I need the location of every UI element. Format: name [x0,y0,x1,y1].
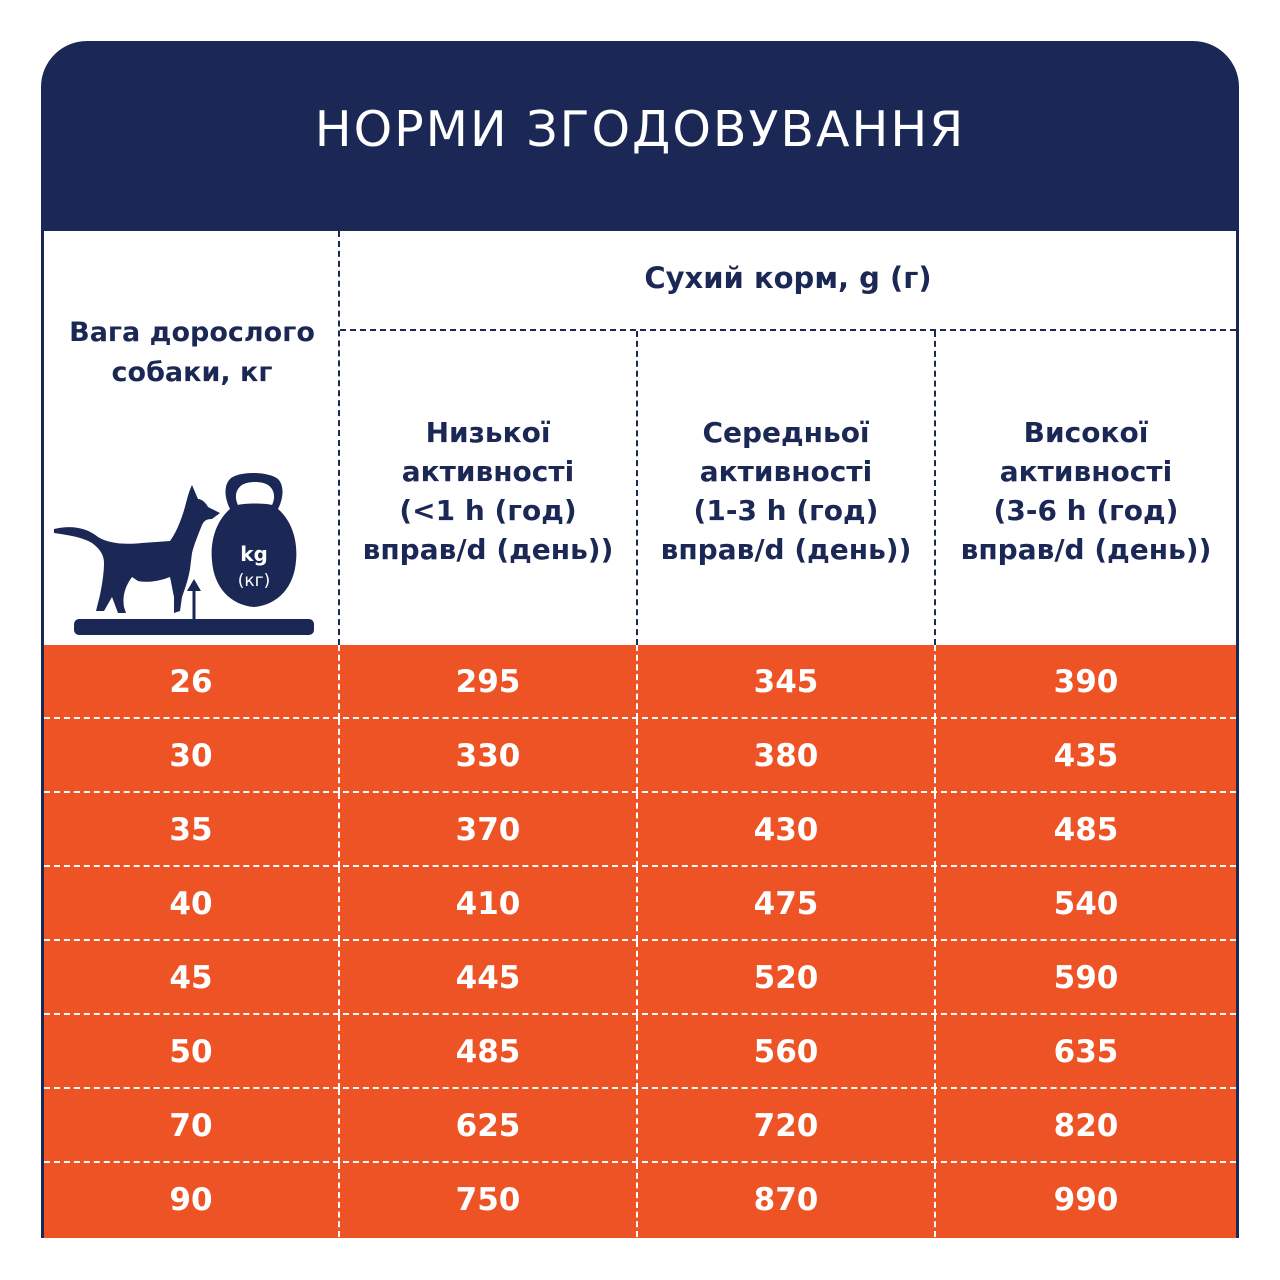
high-activity-cell: 820 [1053,1108,1119,1144]
header-line: активності [699,455,873,488]
medium-activity-cell: 345 [638,645,936,719]
high-activity-cell: 635 [1053,1034,1119,1070]
scale-bar-icon [74,619,314,635]
header-line: (1-3 h (год) [693,494,879,527]
header-line: вправ/d (день)) [362,533,614,566]
title-banner: НОРМИ ЗГОДОВУВАННЯ [41,41,1239,231]
table-row: 35 370 430 485 [44,793,1236,867]
dog-kettlebell-icon: kg (кг) [52,469,322,637]
high-activity-cell: 990 [1053,1182,1119,1218]
table-row: 30 330 380 435 [44,719,1236,793]
medium-activity-cell: 520 [638,941,936,1015]
feeding-chart-card: НОРМИ ЗГОДОВУВАННЯ Вага дорослого собаки… [41,41,1239,1238]
low-activity-cell: 485 [340,1015,638,1089]
low-activity-cell: 445 [340,941,638,1015]
high-activity-cell: 540 [1053,886,1119,922]
low-activity-header: Низької активності (<1 h (год) вправ/d (… [340,331,638,645]
medium-activity-cell: 475 [638,867,936,941]
weight-header-line: Вага дорослого [69,317,315,348]
low-activity-cell: 410 [340,867,638,941]
weight-cell: 70 [44,1089,340,1163]
weight-cell: 30 [44,719,340,793]
dry-food-header: Сухий корм, g (г) [340,231,1236,331]
header-line: Середньої [702,416,870,449]
weight-header-line: собаки, кг [111,357,273,388]
svg-text:kg: kg [240,542,268,566]
weight-cell: 90 [44,1163,340,1237]
header-line: Високої [1023,416,1149,449]
weight-cell: 40 [44,867,340,941]
header-line: (3-6 h (год) [993,494,1179,527]
table-row: 45 445 520 590 [44,941,1236,1015]
medium-activity-cell: 870 [638,1163,936,1237]
table-body: 26 295 345 390 30 330 380 435 35 370 430… [44,645,1236,1238]
weight-cell: 35 [44,793,340,867]
header-line: вправ/d (день)) [660,533,912,566]
weight-cell: 50 [44,1015,340,1089]
kettlebell-icon: kg (кг) [211,473,297,607]
table-header: Вага дорослого собаки, кг [44,231,1236,645]
table-row: 90 750 870 990 [44,1163,1236,1237]
high-activity-header: Високої активності (3-6 h (год) вправ/d … [936,331,1236,645]
medium-activity-header: Середньої активності (1-3 h (год) вправ/… [638,331,936,645]
header-line: Низької [425,416,551,449]
high-activity-cell: 390 [1053,664,1119,700]
medium-activity-cell: 380 [638,719,936,793]
medium-activity-cell: 720 [638,1089,936,1163]
header-line: вправ/d (день)) [960,533,1212,566]
low-activity-cell: 370 [340,793,638,867]
header-line: (<1 h (год) [399,494,577,527]
low-activity-cell: 295 [340,645,638,719]
dog-icon [54,485,220,613]
table-row: 40 410 475 540 [44,867,1236,941]
medium-activity-cell: 560 [638,1015,936,1089]
header-line: активності [401,455,575,488]
weight-cell: 45 [44,941,340,1015]
dry-food-label: Сухий корм, g (г) [644,261,932,295]
weight-header-label: Вага дорослого собаки, кг [44,313,340,393]
low-activity-cell: 625 [340,1089,638,1163]
page-title: НОРМИ ЗГОДОВУВАННЯ [314,100,966,158]
header-line: активності [999,455,1173,488]
low-activity-cell: 330 [340,719,638,793]
table-row: 50 485 560 635 [44,1015,1236,1089]
weight-cell: 26 [44,645,340,719]
feeding-table: Вага дорослого собаки, кг [41,231,1239,1238]
low-activity-cell: 750 [340,1163,638,1237]
svg-text:(кг): (кг) [238,571,270,591]
high-activity-cell: 435 [1053,738,1119,774]
weight-column-header: Вага дорослого собаки, кг [44,231,340,645]
table-row: 26 295 345 390 [44,645,1236,719]
table-row: 70 625 720 820 [44,1089,1236,1163]
medium-activity-cell: 430 [638,793,936,867]
high-activity-cell: 485 [1053,812,1119,848]
high-activity-cell: 590 [1053,960,1119,996]
